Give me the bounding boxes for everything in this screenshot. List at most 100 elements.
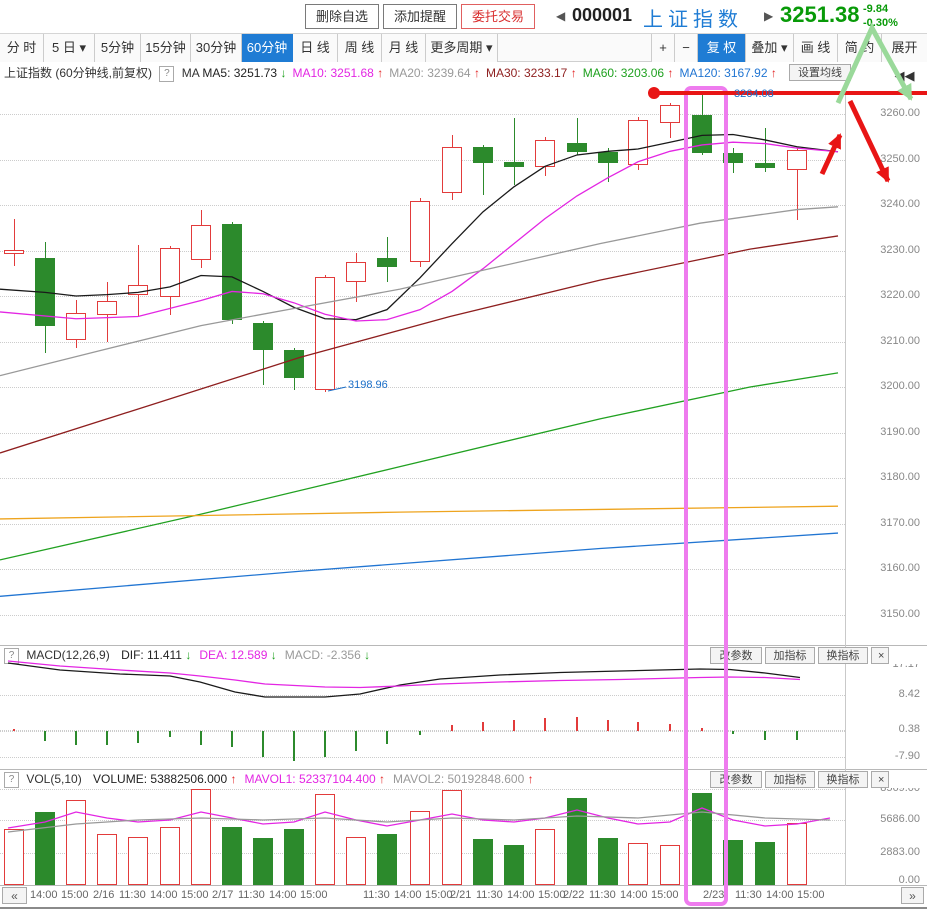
candle-body xyxy=(410,200,430,263)
period-tab[interactable]: 周 线 xyxy=(338,34,382,62)
topbar: 删除自选 添加提醒 委托交易 ◀ 000001 上证指数 ▶ 3251.38 -… xyxy=(0,0,927,33)
trade-button[interactable]: 委托交易 xyxy=(461,4,536,29)
volume-bar xyxy=(253,838,273,885)
help-icon[interactable]: ? xyxy=(4,772,19,788)
volume-bar xyxy=(222,826,242,885)
price-axis-label: 3200.00 xyxy=(880,380,920,392)
candle-body xyxy=(128,285,148,296)
price-axis-label: 3250.00 xyxy=(880,152,920,165)
period-tab[interactable]: 分 时 xyxy=(0,34,44,62)
change-percent: -0.30% xyxy=(863,17,898,29)
add-indicator-button[interactable]: 加指标 xyxy=(765,771,815,788)
candle-body xyxy=(346,261,366,282)
period-tab[interactable]: 15分钟 xyxy=(141,34,191,62)
volume-bar xyxy=(191,788,211,885)
chart-tool-button[interactable]: 简 约 xyxy=(837,34,881,62)
stock-name: 上证指数 xyxy=(643,9,743,31)
time-axis-label: 11:30 xyxy=(119,889,146,901)
price-change: -9.84 -0.30% xyxy=(863,2,898,30)
time-axis: « » 14:00 15:00 2/16 11:30 14:00 15:00 2/17 11:… xyxy=(0,886,927,907)
ma-settings-button[interactable]: 设置均线 xyxy=(789,64,851,81)
panel-separator xyxy=(0,885,927,886)
chart-tool-button[interactable]: + xyxy=(651,34,674,62)
chart-tool-button[interactable]: 复 权 xyxy=(697,34,745,62)
ma-value: MA30: 3233.17 ↑ xyxy=(485,66,577,80)
delete-watchlist-button[interactable]: 删除自选 xyxy=(305,4,380,29)
candle-body xyxy=(97,300,117,316)
volume-bar xyxy=(35,811,55,885)
volume-bar xyxy=(535,828,555,885)
macd-header: ? MACD(12,26,9) DIF: 11.411 ↓ DEA: 12.589… xyxy=(0,647,927,664)
candle-body xyxy=(504,162,524,168)
time-axis-label: 2/17 xyxy=(212,889,234,901)
volume-bar xyxy=(755,842,775,885)
candle-body xyxy=(284,350,304,378)
volume-gridline xyxy=(0,789,845,790)
candle-body xyxy=(66,312,86,341)
period-tab[interactable]: 月 线 xyxy=(382,34,426,62)
time-axis-label: 14:00 xyxy=(394,889,422,901)
time-axis-label: 11:30 xyxy=(735,889,762,901)
macd-histogram-bar xyxy=(419,731,421,735)
help-icon[interactable]: ? xyxy=(159,66,175,82)
candle-body xyxy=(442,147,462,194)
switch-indicator-button[interactable]: 换指标 xyxy=(818,771,868,788)
time-axis-label: 14:00 xyxy=(507,889,535,901)
volume-bar xyxy=(787,823,807,885)
macd-histogram-bar xyxy=(44,731,46,741)
chart-tool-button[interactable]: 展开 ◀◀ xyxy=(881,34,927,83)
switch-indicator-button[interactable]: 换指标 xyxy=(818,647,868,664)
close-panel-button[interactable]: × xyxy=(871,771,889,788)
dea-line xyxy=(7,660,801,689)
close-panel-button[interactable]: × xyxy=(871,647,889,664)
next-stock-icon[interactable]: ▶ xyxy=(764,9,774,23)
time-axis-label: 14:00 xyxy=(620,889,648,901)
price-axis-label: 3160.00 xyxy=(880,562,920,574)
macd-histogram-bar xyxy=(200,731,202,745)
last-price: 3251.38 xyxy=(780,2,860,27)
macd-histogram-bar xyxy=(513,720,515,731)
volume-bar xyxy=(160,826,180,885)
macd-histogram-bar xyxy=(544,718,546,731)
macd-histogram-bar xyxy=(482,722,484,731)
candle-body xyxy=(787,150,807,171)
scroll-left-button[interactable]: « xyxy=(2,887,27,904)
time-axis-label: 14:00 xyxy=(150,889,178,901)
chart-tool-button[interactable]: − xyxy=(674,34,697,62)
macd-histogram-bar xyxy=(701,728,703,731)
period-tab[interactable]: 5分钟 xyxy=(95,34,141,62)
period-tab[interactable]: 更多周期 ▾ xyxy=(426,34,498,62)
macd-histogram-bar xyxy=(576,717,578,731)
price-axis-label: 3240.00 xyxy=(880,198,920,210)
macd-title: MACD(12,26,9) xyxy=(26,648,110,662)
macd-histogram-bar xyxy=(324,731,326,757)
period-tab[interactable]: 日 线 xyxy=(293,34,338,62)
candle-body xyxy=(598,152,618,164)
chart-tool-button[interactable]: 画 线 xyxy=(793,34,837,62)
add-indicator-button[interactable]: 加指标 xyxy=(765,647,815,664)
macd-histogram-bar xyxy=(669,724,671,731)
ma-value: MA60: 3203.06 ↑ xyxy=(582,66,674,80)
macd-histogram-bar xyxy=(75,731,77,745)
time-axis-label: 2/23 xyxy=(703,889,725,901)
help-icon[interactable]: ? xyxy=(4,648,19,664)
price-axis-border xyxy=(845,85,846,886)
chart-tool-button[interactable]: 叠加 ▾ xyxy=(745,34,793,62)
ma-value: MA10: 3251.68 ↑ xyxy=(292,66,384,80)
scroll-right-button[interactable]: » xyxy=(901,887,924,904)
macd-histogram-bar xyxy=(764,731,766,740)
prev-stock-icon[interactable]: ◀ xyxy=(556,9,566,23)
period-tab[interactable]: 30分钟 xyxy=(191,34,242,62)
panel-separator xyxy=(0,769,927,770)
macd-histogram-bar xyxy=(13,729,15,731)
period-tab[interactable]: 5 日 ▾ xyxy=(44,34,95,62)
macd-histogram-bar xyxy=(169,731,171,737)
candle-body xyxy=(535,139,555,168)
add-alert-button[interactable]: 添加提醒 xyxy=(383,4,458,29)
price-gridline xyxy=(0,614,845,616)
ma-value: MA120: 3167.92 ↑ xyxy=(679,66,777,80)
period-tab[interactable]: 60分钟 xyxy=(242,34,293,62)
macd-histogram-bar xyxy=(231,731,233,747)
candle-body xyxy=(35,257,55,327)
macd-histogram-bar xyxy=(637,722,639,731)
